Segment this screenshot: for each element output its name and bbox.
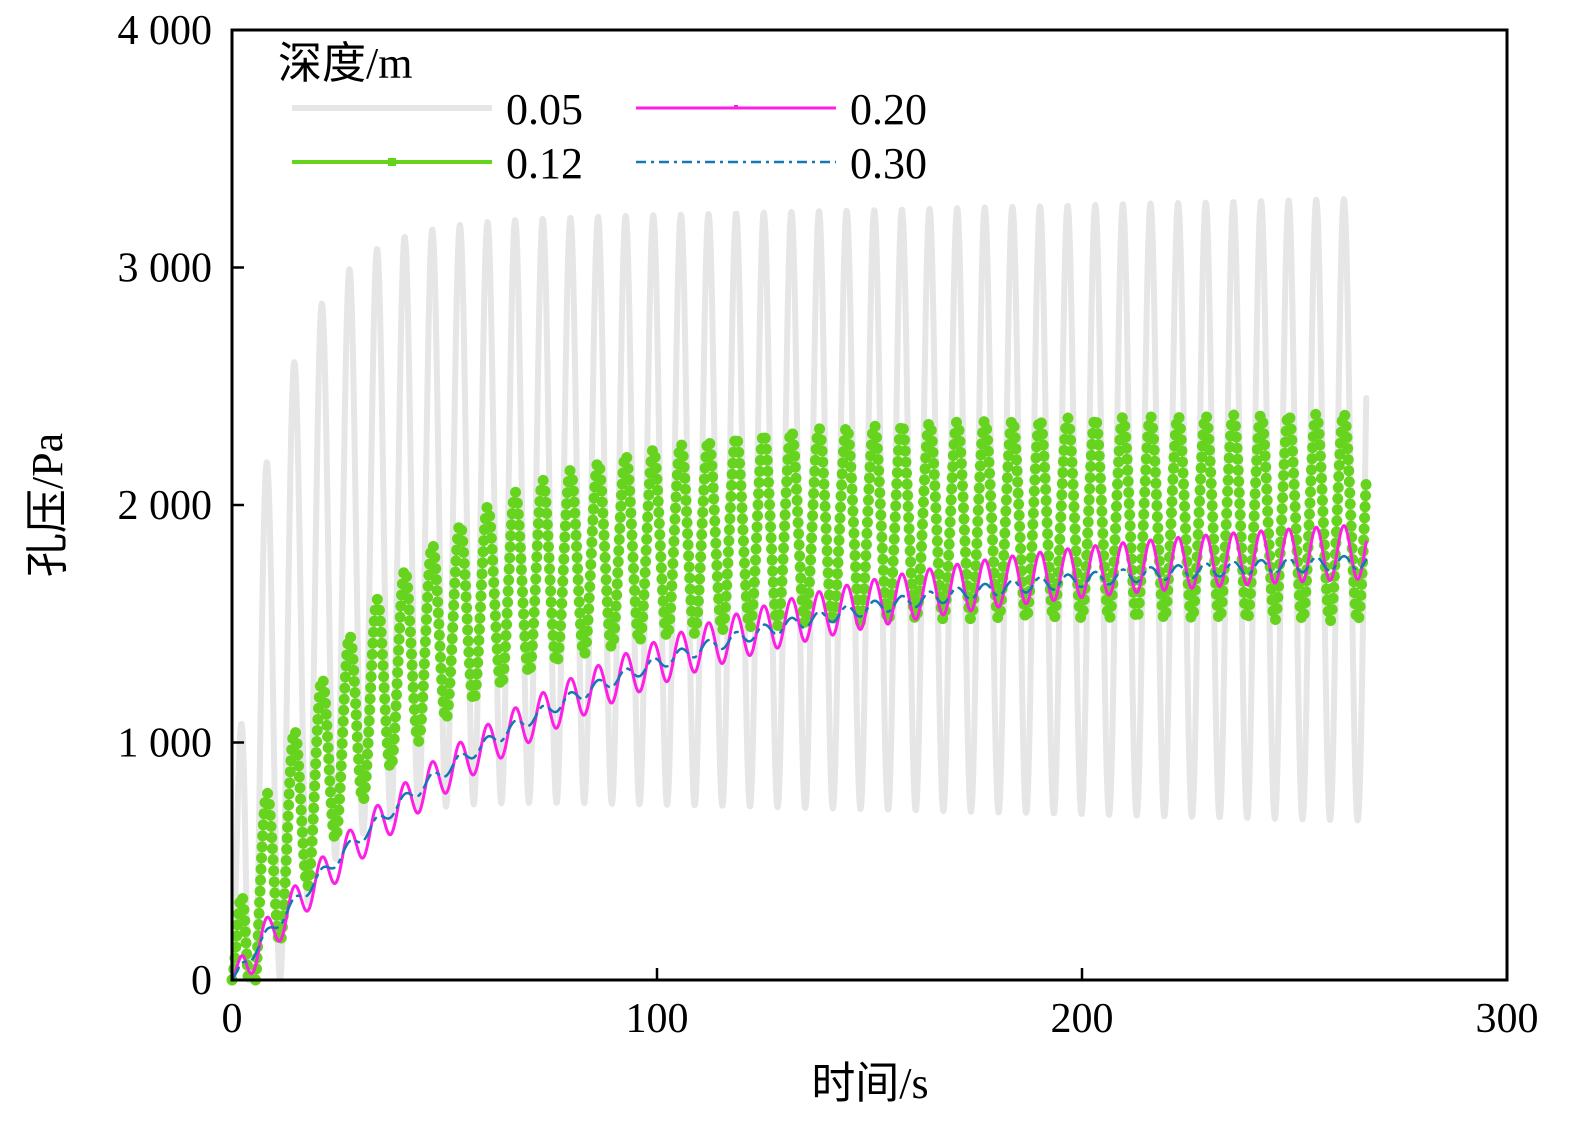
- tick-layer: 0 100 200 300 0 1 000 2 000 3 000 4 000: [118, 8, 1539, 1042]
- legend-title: 深度/m: [278, 39, 412, 88]
- legend-label: 0.05: [506, 85, 583, 134]
- legend-marker: [388, 158, 396, 166]
- legend-label: 0.12: [506, 139, 583, 188]
- x-axis-label: 时间/s: [811, 1059, 928, 1108]
- legend-item-0.05: 0.05: [292, 85, 583, 134]
- legend-item-0.30: 0.30: [636, 139, 927, 188]
- legend: 深度/m 0.05 0.12 0.20 0.30: [278, 39, 927, 188]
- y-tick-label: 3 000: [118, 246, 213, 292]
- series-line-0.30: [230, 554, 1368, 982]
- series-line-0.12: [226, 407, 1372, 986]
- x-tick-label: 200: [1051, 996, 1114, 1042]
- legend-item-0.20: 0.20: [636, 85, 927, 134]
- y-tick-label: 0: [191, 958, 212, 1004]
- series-line-0.20: [230, 524, 1368, 982]
- legend-label: 0.30: [850, 139, 927, 188]
- y-tick-label: 4 000: [118, 8, 213, 54]
- y-tick-label: 1 000: [118, 721, 213, 767]
- x-tick-label: 100: [626, 996, 689, 1042]
- legend-item-0.12: 0.12: [292, 139, 583, 188]
- x-tick-label: 0: [222, 996, 243, 1042]
- legend-marker: [734, 105, 738, 109]
- y-axis-label: 孔压/Pa: [23, 433, 72, 577]
- x-tick-label: 300: [1476, 996, 1539, 1042]
- series-layer: [226, 196, 1372, 986]
- y-tick-label: 2 000: [118, 483, 213, 529]
- legend-label: 0.20: [850, 85, 927, 134]
